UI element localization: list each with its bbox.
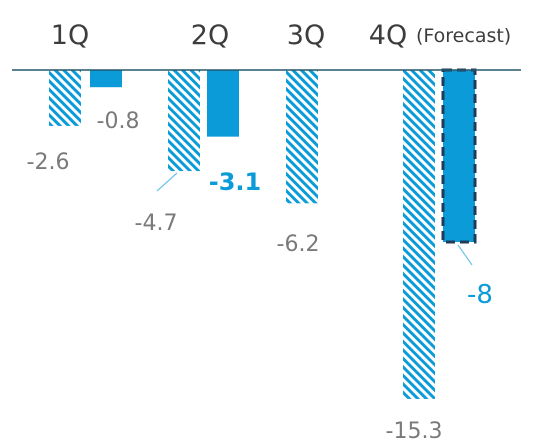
category-label-4q: 4Q <box>369 20 407 51</box>
leader-line-2q <box>156 172 178 192</box>
data-label-4q-solid: -8 <box>467 280 493 310</box>
data-label-2q-hatched: -4.7 <box>135 211 178 236</box>
bar-4q-solid <box>441 68 477 244</box>
data-label-2q-solid: -3.1 <box>209 168 261 196</box>
category-label-3q: 3Q <box>287 20 325 51</box>
bar-1q-hatched <box>49 70 81 126</box>
bars <box>49 68 477 399</box>
leader-line-4q <box>457 244 473 266</box>
forecast-note: (Forecast) <box>416 25 511 47</box>
bar-4q-hatched <box>403 70 435 399</box>
category-label-2q: 2Q <box>191 20 229 51</box>
category-label-1q: 1Q <box>51 20 89 51</box>
data-label-1q-hatched: -2.6 <box>27 150 70 175</box>
bar-1q-solid <box>90 70 122 88</box>
data-label-1q-solid: -0.8 <box>97 109 140 134</box>
bar-2q-solid <box>207 70 239 137</box>
bar-3q-hatched <box>286 70 318 204</box>
bar-2q-hatched <box>168 70 200 172</box>
data-label-3q-hatched: -6.2 <box>277 232 320 257</box>
data-label-4q-hatched: -15.3 <box>386 419 443 443</box>
